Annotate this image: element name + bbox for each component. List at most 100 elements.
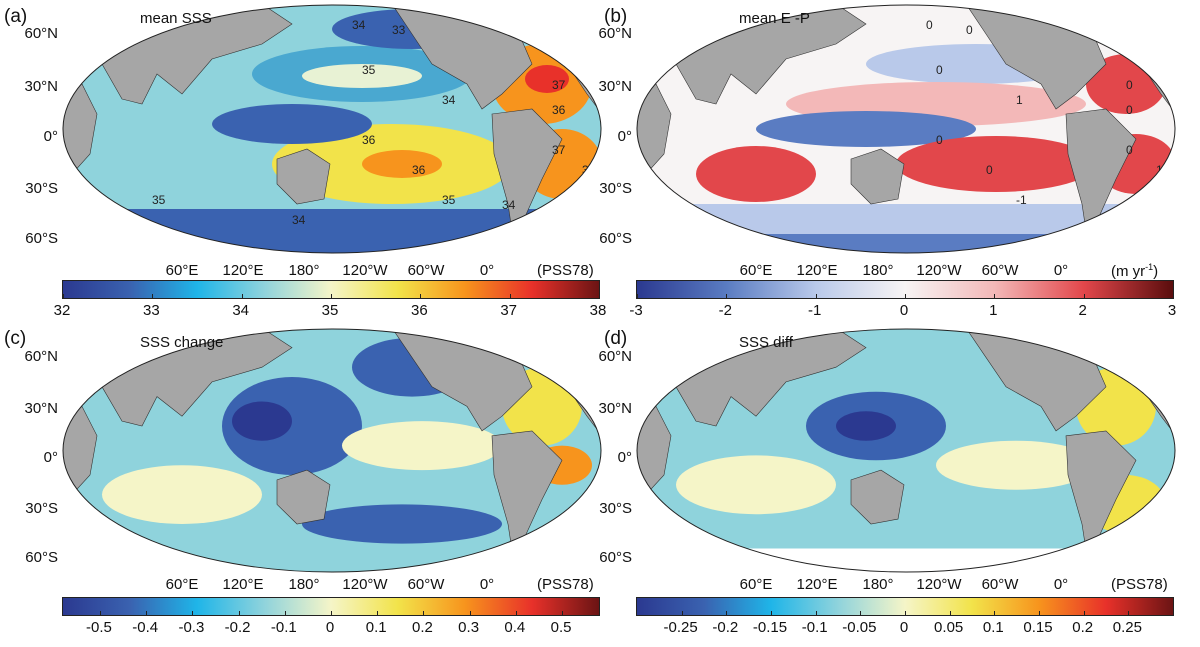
contour-label: 1	[1016, 93, 1023, 107]
panel-title: mean E -P	[739, 10, 810, 27]
lon-label: 120°E	[796, 262, 838, 279]
lat-label: 60°S	[25, 549, 58, 567]
colorbar-tick-label: 0	[899, 302, 909, 319]
colorbar	[636, 597, 1174, 616]
colorbar-unit: (m yr-1)	[1111, 262, 1159, 280]
contour-label: 35	[362, 63, 376, 77]
contour-label: 37	[552, 78, 566, 92]
colorbar-tick-label: -3	[629, 302, 643, 319]
lon-label: 0°	[1053, 262, 1069, 279]
colorbar-tick	[905, 294, 906, 298]
colorbar-tick	[562, 611, 564, 615]
panel-d: (d) SSS diff 60°N 30°N 0° 30°S 60°S 60°E 120°E 1…	[574, 322, 1176, 644]
ocean-field	[63, 328, 601, 573]
colorbar-tick	[637, 294, 638, 298]
colorbar-tick	[377, 611, 379, 615]
lat-label: 30°N	[598, 399, 632, 417]
lon-label: 60°E	[165, 262, 199, 279]
panel-label: (c)	[4, 328, 27, 349]
colorbar-tick-label: -0.5	[86, 619, 112, 636]
lat-label: 0°	[617, 127, 632, 145]
lon-label: 180°	[288, 576, 320, 593]
colorbar-tick-label: 0.05	[934, 619, 964, 636]
map-plot	[62, 328, 602, 573]
colorbar-tick	[146, 611, 148, 615]
colorbar-tick	[331, 294, 332, 298]
lon-label: 0°	[479, 576, 495, 593]
panel-label: (a)	[4, 6, 28, 27]
colorbar-tick-label: 0.1	[982, 619, 1004, 636]
colorbar-tick-label: -0.15	[752, 619, 788, 636]
ocean-field	[637, 328, 1175, 573]
colorbar-tick	[726, 294, 728, 298]
contour-label: 0	[1126, 103, 1133, 117]
map-plot	[636, 328, 1176, 573]
colorbar-tick	[331, 611, 332, 615]
contour-label: 36	[412, 163, 426, 177]
lon-label: 0°	[479, 262, 495, 279]
colorbar-tick	[1039, 611, 1040, 615]
colorbar-tick	[99, 611, 101, 615]
colorbar-tick	[509, 294, 511, 298]
panel-label: (d)	[604, 328, 628, 349]
lat-label: 60°S	[599, 549, 632, 567]
lat-label: 60°N	[598, 25, 632, 42]
contour-label: 0	[1126, 78, 1133, 92]
colorbar-tick-label: 0.5	[550, 619, 572, 636]
lat-label: 60°S	[599, 230, 632, 247]
colorbar-tick-label: 0.3	[458, 619, 480, 636]
lat-label: 0°	[617, 448, 632, 466]
colorbar-tick	[681, 611, 683, 615]
lon-label: 60°E	[739, 576, 773, 593]
lat-label: 60°N	[598, 348, 632, 366]
colorbar-tick	[284, 611, 286, 615]
contour-label: 33	[392, 23, 406, 37]
colorbar-tick-label: -0.1	[270, 619, 297, 636]
lon-label: 180°	[862, 262, 894, 279]
lon-label: 120°W	[342, 262, 388, 279]
contour-label: 0	[926, 18, 933, 32]
lat-label: 30°N	[24, 399, 58, 417]
colorbar-tick-label: 32	[53, 302, 71, 319]
lat-label: 60°S	[25, 230, 58, 247]
lon-label: 0°	[1053, 576, 1069, 593]
colorbar-tick	[1173, 294, 1174, 298]
contour-label: 34	[502, 198, 516, 212]
contour-label: 35	[152, 193, 166, 207]
colorbar-tick-label: -0.2	[224, 619, 251, 636]
lon-label: 120°E	[796, 576, 838, 593]
lat-label: 30°N	[598, 77, 632, 95]
panel-label: (b)	[604, 6, 628, 27]
colorbar-tick	[469, 611, 471, 615]
colorbar-tick	[994, 611, 996, 615]
panel-a: (a) mean SSS 34 33 35 34 36 37 36 35 36 37 35 35 34 34…	[0, 0, 606, 322]
colorbar-tick-label: 0.25	[1112, 619, 1142, 636]
panel-title: SSS change	[140, 334, 224, 351]
colorbar-tick	[860, 611, 862, 615]
colorbar	[636, 280, 1174, 299]
colorbar-tick	[192, 611, 194, 615]
colorbar-tick-label: 0.2	[411, 619, 433, 636]
lon-label: 60°W	[981, 576, 1019, 593]
lat-label: 30°S	[599, 500, 632, 518]
colorbar-tick	[152, 294, 154, 298]
colorbar-tick-label: 37	[500, 302, 517, 319]
lon-label: 120°W	[916, 576, 962, 593]
lon-label: 60°W	[407, 262, 445, 279]
contour-label: 35	[442, 193, 456, 207]
colorbar-tick-label: 2	[1078, 302, 1087, 319]
colorbar-tick	[1128, 611, 1130, 615]
colorbar-tick	[771, 611, 772, 615]
colorbar-tick-label: 0.1	[365, 619, 387, 636]
lon-label: 60°E	[739, 262, 773, 279]
colorbar-tick-label: 3	[1167, 302, 1177, 319]
colorbar-tick	[1083, 611, 1085, 615]
colorbar-tick	[905, 611, 906, 615]
panel-b: (b) mean E -P 0 0 0 1 0 0 0 1 0 0 -1 60°N 30°N 0° 30°S…	[574, 0, 1177, 322]
colorbar-tick	[515, 611, 517, 615]
lon-label: 60°W	[981, 262, 1019, 279]
lon-label: 60°E	[165, 576, 199, 593]
lon-label: 60°W	[407, 576, 445, 593]
contour-label: 0	[936, 133, 943, 147]
